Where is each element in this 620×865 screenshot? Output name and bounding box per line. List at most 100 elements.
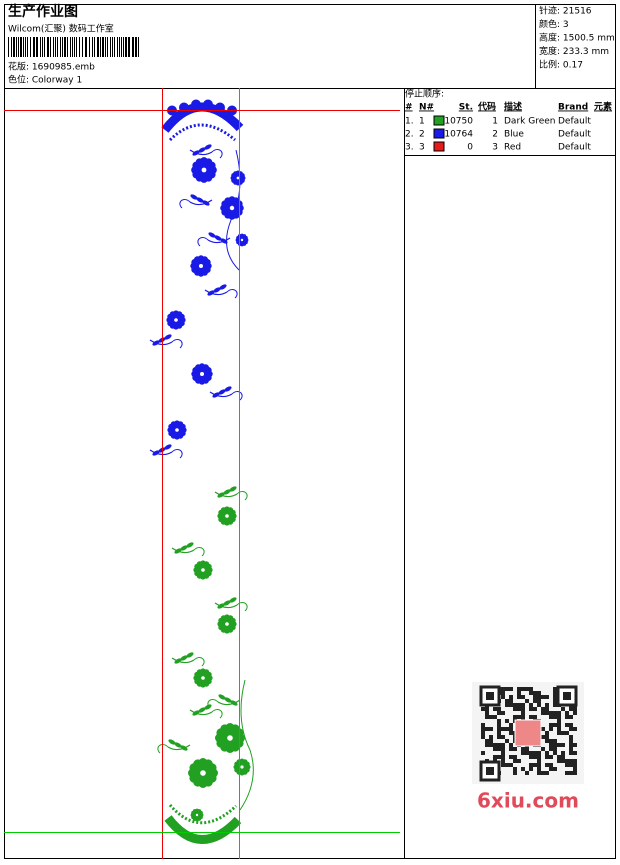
info-item: 宽度: 233.3 mm — [539, 45, 609, 57]
qr-cell — [529, 707, 533, 711]
row-n: 1 — [419, 117, 425, 127]
bead — [203, 99, 213, 110]
flower-eye — [227, 735, 233, 741]
qr-cell — [541, 747, 545, 751]
qr-cell — [537, 751, 541, 755]
bar-stripe — [125, 37, 127, 57]
bar-stripe — [72, 37, 73, 57]
qr-cell — [573, 763, 577, 767]
stem — [189, 149, 213, 156]
row-description: Blue — [504, 130, 524, 140]
qr-cell — [501, 755, 505, 759]
leaf — [164, 444, 172, 450]
qr-cell — [497, 755, 501, 759]
qr-cell — [573, 759, 577, 763]
title: 生产作业图 — [8, 3, 78, 20]
qr-cell — [517, 759, 521, 763]
curl — [207, 699, 219, 709]
qr-cell — [549, 723, 553, 727]
qr-cell — [537, 691, 541, 695]
bar-stripe — [89, 37, 90, 57]
leaf — [180, 745, 188, 751]
qr-cell — [549, 711, 553, 715]
leaf — [180, 655, 188, 661]
stem — [207, 237, 231, 244]
qr-cell — [513, 755, 517, 759]
qr-cell — [517, 703, 521, 707]
qr-cell — [545, 707, 549, 711]
qr-cell — [545, 755, 549, 759]
qr-cell — [569, 747, 573, 751]
qr-cell — [553, 711, 557, 715]
qr-cell — [549, 747, 553, 751]
leaf — [164, 334, 172, 340]
stem — [149, 449, 173, 456]
qr-cell — [481, 723, 485, 727]
row-n: 2 — [419, 130, 425, 140]
qr-cell — [545, 731, 549, 735]
flower-eye — [174, 318, 178, 322]
leaf — [223, 489, 231, 495]
qr-cell — [509, 727, 513, 731]
qr-cell — [533, 707, 537, 711]
qr-cell — [549, 755, 553, 759]
qr-cell — [481, 735, 485, 739]
bar-stripe — [11, 37, 12, 57]
leaf — [196, 197, 204, 203]
bar-stripe — [44, 37, 45, 57]
row-index: 3. — [405, 143, 414, 153]
qr-cell — [481, 727, 485, 731]
bar-stripe — [27, 37, 28, 57]
curl — [171, 449, 183, 459]
embroidery — [149, 99, 254, 844]
qr-cell — [557, 731, 561, 735]
bar-stripe — [40, 37, 41, 57]
leaf — [223, 600, 231, 606]
flower-eye — [229, 205, 235, 211]
qr-cell — [509, 743, 513, 747]
bar-stripe — [25, 37, 26, 57]
column-header: # — [405, 103, 413, 113]
row-code: 2 — [492, 130, 498, 140]
qr-cell — [573, 727, 577, 731]
bar-stripe — [110, 37, 111, 57]
qr-cell — [509, 763, 513, 767]
bar-stripe — [8, 37, 9, 57]
bar-stripe — [70, 37, 71, 57]
qr-code — [472, 682, 584, 784]
row-stitches: 10764 — [444, 130, 473, 140]
qr-cell — [489, 727, 493, 731]
qr-cell — [493, 715, 497, 719]
qr-cell — [525, 747, 529, 751]
leaf — [174, 548, 182, 554]
curl — [226, 289, 238, 299]
bar-stripe — [57, 37, 58, 57]
leaf — [229, 597, 237, 603]
qr-cell — [553, 767, 557, 771]
column-header: 元素 — [594, 101, 612, 113]
leaf — [180, 545, 188, 551]
row-stitches: 10750 — [444, 117, 473, 127]
qr-cell — [565, 759, 569, 763]
qr-cell — [521, 751, 525, 755]
qr-cell — [533, 691, 537, 695]
qr-cell — [561, 731, 565, 735]
row-index: 1. — [405, 117, 414, 127]
qr-cell — [565, 763, 569, 767]
qr-cell — [557, 715, 561, 719]
arch — [164, 815, 242, 844]
qr-cell — [553, 695, 557, 699]
bar-stripe — [82, 37, 83, 57]
bar-stripe — [50, 37, 51, 57]
qr-cell — [569, 727, 573, 731]
qr-cell — [509, 747, 513, 751]
qr-cell — [501, 711, 505, 715]
qr-cell — [569, 739, 573, 743]
bar-stripe — [114, 37, 115, 57]
qr-cell — [573, 751, 577, 755]
qr-cell — [489, 735, 493, 739]
qr-cell — [497, 707, 501, 711]
qr-cell — [533, 695, 537, 699]
leaf — [190, 194, 198, 200]
leaf — [198, 707, 206, 713]
